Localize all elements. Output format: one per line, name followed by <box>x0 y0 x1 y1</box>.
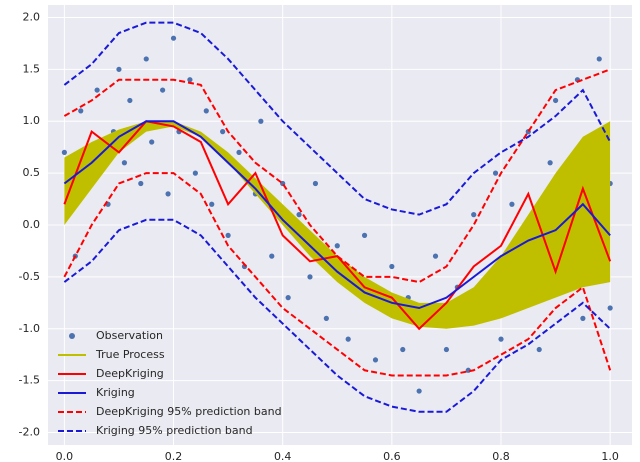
legend-label: DeepKriging 95% prediction band <box>96 405 282 418</box>
observation-point <box>334 243 340 249</box>
observation-point <box>149 139 155 145</box>
observation-point <box>269 253 275 259</box>
observation-point <box>492 170 499 176</box>
legend-label: True Process <box>95 348 165 361</box>
observation-point <box>170 35 177 41</box>
true-process-band <box>64 121 611 329</box>
x-tick-label: 1.0 <box>601 450 619 462</box>
observation-point <box>580 315 586 321</box>
observation-point <box>285 295 291 301</box>
observation-point <box>78 108 84 114</box>
observation-point <box>225 232 231 238</box>
band-lower <box>63 218 611 413</box>
x-tick-label: 0.0 <box>56 450 74 462</box>
observation-point <box>389 263 395 270</box>
observation-point <box>165 191 171 197</box>
observation-point <box>94 87 100 93</box>
observation-point <box>160 87 166 93</box>
band-lower <box>63 172 612 377</box>
legend-label: Kriging <box>96 386 135 399</box>
series-line <box>63 120 612 331</box>
y-tick-label: 1.0 <box>23 114 41 127</box>
observation-point <box>498 336 504 342</box>
observation-point <box>400 346 406 353</box>
y-tick-label: 0.5 <box>23 166 41 179</box>
y-tick-label: 2.0 <box>23 10 41 23</box>
observation-point <box>236 149 242 155</box>
observation-point <box>307 274 313 280</box>
observation-point <box>552 97 559 104</box>
observation-point <box>61 149 67 155</box>
observation-point <box>416 388 422 394</box>
observation-point <box>296 212 302 218</box>
band-upper <box>63 21 612 216</box>
observation-point <box>258 118 264 124</box>
y-tick-label: -1.5 <box>19 374 40 387</box>
observation-point <box>596 56 602 62</box>
observation-point <box>138 180 144 187</box>
observation-point <box>203 108 209 114</box>
observation-point <box>323 315 329 321</box>
x-tick-label: 0.8 <box>492 450 510 462</box>
x-tick-label: 0.6 <box>383 450 401 462</box>
observation-point <box>372 357 379 363</box>
observation-point <box>443 346 450 353</box>
legend-marker <box>69 333 75 339</box>
x-tick-label: 0.2 <box>165 450 183 462</box>
y-tick-label: 1.5 <box>23 62 41 75</box>
legend-label: DeepKriging <box>96 367 164 380</box>
observation-point <box>509 201 515 207</box>
observation-point <box>547 160 553 166</box>
series-line <box>63 120 611 310</box>
y-tick-label: -2.0 <box>19 426 40 439</box>
observation-point <box>116 66 122 72</box>
observation-point <box>432 253 439 259</box>
observation-point <box>121 160 128 166</box>
observation-point <box>361 232 368 238</box>
x-tick-label: 0.4 <box>274 450 292 462</box>
y-tick-label: -1.0 <box>19 322 40 335</box>
observation-point <box>192 170 198 176</box>
legend-label: Kriging 95% prediction band <box>96 424 253 437</box>
observation-point <box>143 56 149 62</box>
observation-point <box>471 212 477 218</box>
observation-point <box>220 129 226 135</box>
band-upper <box>63 68 611 284</box>
observation-point <box>607 305 613 311</box>
legend-label: Observation <box>96 329 163 342</box>
observation-point <box>345 336 351 342</box>
y-tick-label: 0.0 <box>23 218 41 231</box>
observation-point <box>187 77 193 83</box>
observation-point <box>312 180 319 187</box>
y-tick-label: -0.5 <box>19 270 40 283</box>
observation-point <box>536 346 542 353</box>
observation-point <box>209 201 215 207</box>
observation-point <box>127 97 133 104</box>
